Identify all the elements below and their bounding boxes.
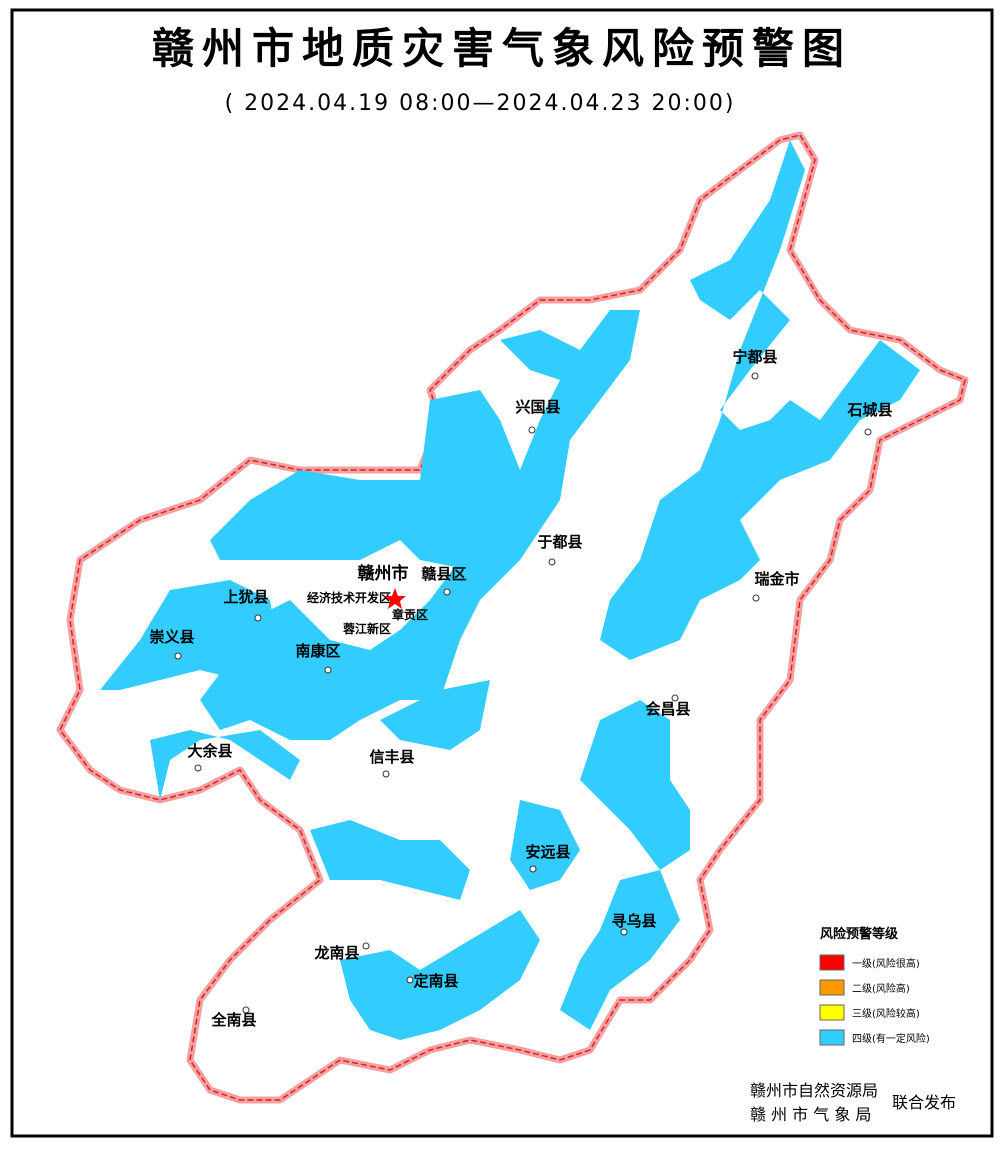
risk-area	[100, 580, 280, 690]
place-label: 定南县	[413, 972, 458, 990]
place-label: 全南县	[210, 1011, 256, 1029]
risk-area	[200, 310, 640, 740]
place-dot	[548, 558, 556, 566]
place-dot	[529, 865, 537, 873]
joint-release: 联合发布	[892, 1093, 956, 1112]
place-label: 会昌县	[645, 700, 690, 718]
legend: 风险预警等级 一级(风险很高) 二级(风险高) 三级(风险较高) 四级(有一定风险)	[819, 926, 930, 1046]
risk-area	[560, 870, 680, 1030]
place-label: 龙南县	[313, 944, 359, 962]
place-label: 信丰县	[369, 748, 414, 766]
map-title: 赣州市地质灾害气象风险预警图	[152, 24, 852, 73]
city-star	[384, 588, 406, 609]
legend-label: 二级(风险高)	[852, 982, 910, 995]
risk-area	[210, 390, 520, 570]
publisher: 赣 州 市 气 象 局	[750, 1105, 871, 1124]
place-label: 赣州市	[358, 563, 409, 584]
legend-title: 风险预警等级	[820, 926, 899, 942]
place-label: 崇义县	[149, 628, 194, 646]
place-dot	[194, 764, 202, 772]
place-label: 石城县	[846, 401, 892, 419]
place-label: 南康区	[295, 642, 340, 660]
place-dot	[362, 942, 370, 950]
place-label: 章贡区	[392, 607, 428, 622]
place-label: 寻乌县	[611, 912, 656, 930]
map-subtitle: ( 2024.04.19 08:00—2024.04.23 20:00)	[225, 91, 736, 116]
place-label: 瑞金市	[754, 570, 799, 588]
place-dot	[751, 372, 759, 380]
legend-label: 四级(有一定风险)	[852, 1032, 930, 1045]
place-label: 兴国县	[515, 398, 560, 416]
legend-label: 三级(风险较高)	[852, 1007, 920, 1020]
place-label: 蓉江新区	[343, 621, 391, 636]
place-dot	[382, 770, 390, 778]
risk-area	[380, 680, 490, 750]
legend-swatch	[819, 979, 845, 996]
legend-swatch	[819, 1029, 845, 1046]
risk-area	[150, 730, 300, 800]
place-dot	[752, 594, 760, 602]
place-label: 赣县区	[421, 565, 466, 583]
place-dot	[324, 666, 332, 674]
place-dot	[406, 976, 414, 984]
risk-areas	[100, 140, 920, 1040]
place-dot	[443, 588, 451, 596]
place-label: 安远县	[525, 843, 570, 861]
place-dot	[254, 614, 262, 622]
risk-area	[600, 140, 920, 660]
publisher: 赣州市自然资源局	[750, 1081, 878, 1100]
risk-area	[310, 820, 470, 900]
place-label: 于都县	[537, 533, 582, 551]
legend-swatch	[819, 954, 845, 971]
risk-area	[340, 910, 540, 1040]
legend-swatch	[819, 1004, 845, 1021]
place-dot	[528, 426, 536, 434]
place-dot	[671, 694, 679, 702]
place-dot	[864, 428, 872, 436]
place-dot	[174, 652, 182, 660]
place-label: 上犹县	[223, 588, 268, 606]
place-label: 大余县	[187, 742, 232, 760]
place-dot	[620, 928, 628, 936]
legend-label: 一级(风险很高)	[852, 957, 920, 970]
place-label: 经济技术开发区	[307, 590, 391, 605]
place-dot	[242, 1006, 250, 1014]
risk-area	[580, 700, 690, 870]
place-label: 宁都县	[732, 348, 777, 366]
risk-area	[510, 800, 580, 890]
